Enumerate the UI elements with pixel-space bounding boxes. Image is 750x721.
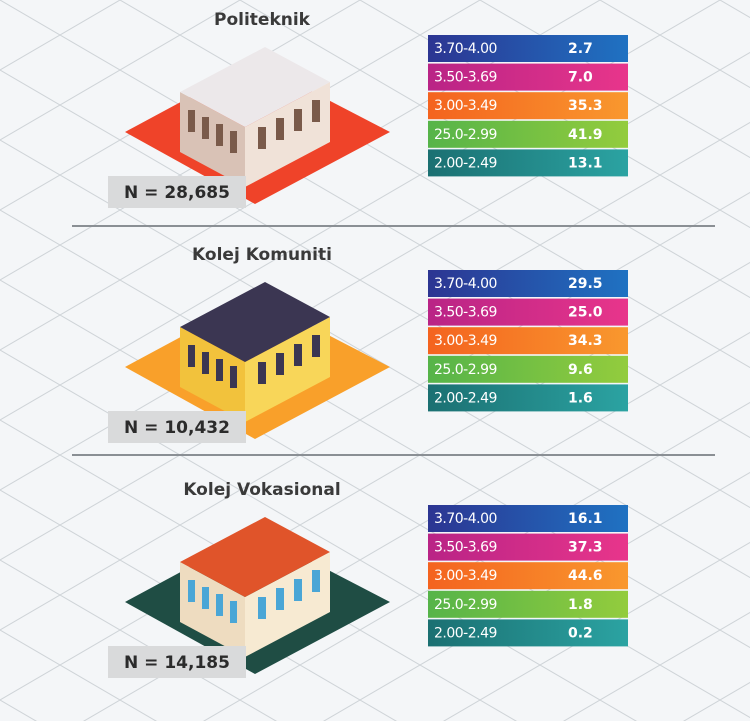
value-label: 0.2 [568, 625, 593, 641]
window [188, 580, 195, 602]
value-label: 34.3 [568, 333, 603, 349]
window [202, 117, 209, 139]
infographic: Politeknik N = 28,685 3.70-4.00 2.7 3.50-3.6… [0, 0, 750, 721]
window [294, 579, 302, 601]
value-label: 1.6 [568, 390, 593, 406]
value-label: 9.6 [568, 362, 593, 378]
window [216, 594, 223, 616]
range-label: 25.0-2.99 [434, 127, 497, 143]
range-label: 3.00-3.49 [434, 98, 497, 114]
range-label: 3.70-4.00 [434, 41, 497, 57]
value-label: 7.0 [568, 70, 593, 86]
value-label: 41.9 [568, 127, 603, 143]
value-label: 35.3 [568, 98, 603, 114]
n-label: N = 10,432 [124, 418, 230, 438]
window [276, 118, 284, 140]
value-label: 29.5 [568, 276, 603, 292]
window [276, 588, 284, 610]
window [216, 124, 223, 146]
window [202, 352, 209, 374]
value-label: 44.6 [568, 568, 603, 584]
value-label: 2.7 [568, 41, 593, 57]
n-label: N = 14,185 [124, 653, 230, 673]
window [230, 131, 237, 153]
n-label: N = 28,685 [124, 183, 230, 203]
value-label: 37.3 [568, 540, 603, 556]
window [312, 570, 320, 592]
range-label: 25.0-2.99 [434, 597, 497, 613]
window [312, 335, 320, 357]
range-label: 3.50-3.69 [434, 305, 497, 321]
value-label: 1.8 [568, 597, 593, 613]
value-label: 16.1 [568, 511, 603, 527]
window [202, 587, 209, 609]
window [276, 353, 284, 375]
range-label: 3.50-3.69 [434, 540, 497, 556]
section-title: Politeknik [214, 10, 311, 30]
section-title: Kolej Komuniti [192, 245, 332, 265]
range-label: 3.00-3.49 [434, 333, 497, 349]
range-label: 2.00-2.49 [434, 155, 497, 171]
window [188, 345, 195, 367]
window [294, 344, 302, 366]
window [230, 601, 237, 623]
window [312, 100, 320, 122]
window [230, 366, 237, 388]
value-label: 13.1 [568, 155, 603, 171]
window [188, 110, 195, 132]
range-label: 3.70-4.00 [434, 511, 497, 527]
range-label: 25.0-2.99 [434, 362, 497, 378]
range-label: 3.70-4.00 [434, 276, 497, 292]
range-label: 3.00-3.49 [434, 568, 497, 584]
window [216, 359, 223, 381]
window [258, 127, 266, 149]
range-label: 2.00-2.49 [434, 390, 497, 406]
range-label: 2.00-2.49 [434, 625, 497, 641]
window [258, 362, 266, 384]
window [294, 109, 302, 131]
window [258, 597, 266, 619]
value-label: 25.0 [568, 305, 603, 321]
section-title: Kolej Vokasional [183, 480, 340, 500]
range-label: 3.50-3.69 [434, 70, 497, 86]
